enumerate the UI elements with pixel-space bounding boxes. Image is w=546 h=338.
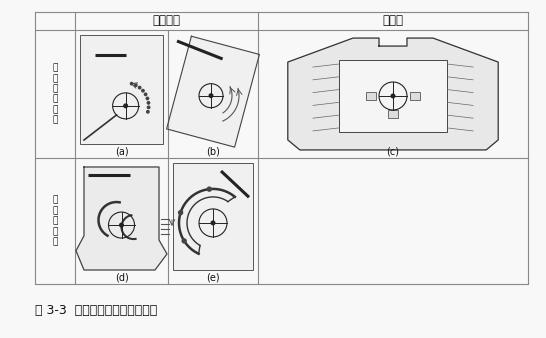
Circle shape: [144, 93, 147, 96]
Text: 可逆式: 可逆式: [383, 15, 403, 27]
Text: 图 3-3  单转子反击式破碎机分类: 图 3-3 单转子反击式破碎机分类: [35, 304, 157, 317]
Circle shape: [209, 94, 213, 97]
Bar: [339, 60, 447, 132]
Bar: [388, 110, 398, 118]
Bar: [366, 92, 376, 100]
Circle shape: [211, 221, 215, 225]
Text: 不可逆式: 不可逆式: [152, 15, 181, 27]
Bar: [173, 163, 253, 270]
Text: 不
带
匀
整
篩
极: 不 带 匀 整 篩 极: [52, 64, 58, 124]
Bar: [80, 35, 163, 144]
Circle shape: [146, 97, 149, 100]
Polygon shape: [76, 167, 167, 270]
Circle shape: [207, 187, 211, 191]
Bar: [410, 92, 420, 100]
Circle shape: [391, 94, 395, 98]
Text: (d): (d): [115, 272, 128, 282]
Circle shape: [130, 82, 133, 85]
Circle shape: [182, 239, 186, 243]
Circle shape: [139, 87, 141, 89]
Circle shape: [179, 211, 182, 215]
Circle shape: [120, 223, 123, 227]
Text: (c): (c): [387, 146, 400, 156]
Circle shape: [147, 111, 149, 113]
Circle shape: [147, 106, 150, 108]
Text: 带
匀
整
篩
极: 带 匀 整 篩 极: [52, 196, 58, 246]
Circle shape: [135, 84, 137, 87]
Circle shape: [142, 90, 144, 92]
Text: (a): (a): [115, 146, 128, 156]
Text: (b): (b): [206, 146, 220, 156]
Circle shape: [124, 104, 127, 107]
Text: (e): (e): [206, 272, 220, 282]
Polygon shape: [288, 38, 498, 150]
Circle shape: [147, 102, 150, 104]
Polygon shape: [167, 36, 259, 147]
